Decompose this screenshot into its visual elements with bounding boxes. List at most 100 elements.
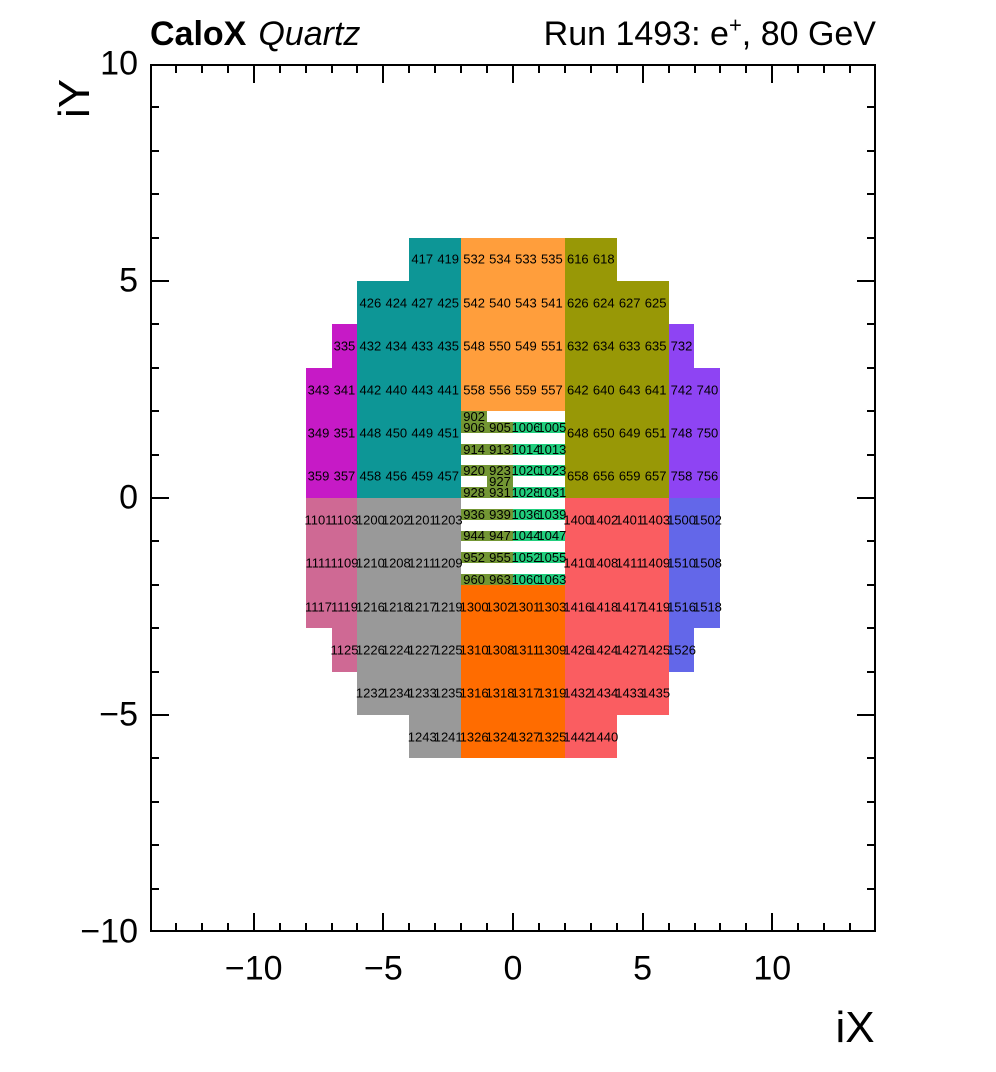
cell-label: 1226 [355, 642, 385, 658]
cell-label: 1119 [330, 599, 358, 614]
axis-tick [150, 280, 169, 282]
detector-subcell: 1039 [537, 506, 567, 522]
axis-tick [226, 64, 229, 73]
cell-label: 1241 [433, 729, 463, 745]
cell-label: 1309 [537, 642, 567, 658]
cell-label: 1216 [355, 599, 385, 614]
cell-label: 1219 [433, 599, 463, 614]
axis-tick [693, 923, 696, 932]
detector-subcell: 1013 [537, 441, 567, 457]
cell-label: 640 [592, 382, 615, 397]
detector-subcell: 952 [461, 550, 488, 565]
cell-label: 1233 [407, 685, 437, 701]
cell-label: 1516 [667, 599, 696, 614]
cell-label: 1500 [667, 512, 696, 528]
positron-superscript: + [728, 12, 742, 38]
axis-tick [150, 670, 159, 673]
axis-tick [434, 64, 437, 73]
axis-tick [667, 923, 670, 932]
cell-label: 542 [463, 295, 485, 311]
red-sector [564, 715, 617, 759]
detector-subcell: 944 [461, 528, 488, 543]
axis-tick [150, 887, 159, 890]
detector-subcell: 913 [487, 442, 513, 457]
purple-sector [668, 367, 721, 498]
cell-label: 549 [515, 338, 537, 354]
axis-tick [150, 627, 159, 630]
cell-label: 1209 [433, 555, 463, 571]
y-tick-label: 5 [119, 261, 138, 300]
detector-subcell: 1028 [511, 485, 541, 501]
cell-label: 641 [644, 382, 667, 397]
axis-tick [745, 64, 748, 73]
cell-label: 551 [541, 338, 563, 354]
x-tick-label: −10 [224, 949, 283, 988]
cell-label: 1234 [381, 685, 411, 701]
axis-tick [857, 497, 876, 499]
axis-tick [330, 64, 333, 73]
axis-tick [849, 64, 852, 73]
detector-subcell: 960 [461, 572, 488, 587]
axis-tick [867, 149, 876, 152]
axis-tick [719, 923, 722, 932]
cell-label: 1203 [433, 512, 463, 528]
axis-tick [486, 923, 489, 932]
axis-tick [408, 923, 411, 932]
detector-subcell: 1005 [537, 419, 567, 435]
cell-label: 1326 [459, 729, 489, 745]
cell-label: 450 [385, 425, 408, 441]
cell-label: 456 [385, 468, 408, 484]
axis-tick [823, 923, 826, 932]
cell-label: 1401 [615, 512, 645, 528]
axis-tick [867, 887, 876, 890]
detector-subcell: 1006 [511, 419, 541, 435]
detector-subcell: 906 [461, 420, 488, 435]
cell-label: 756 [696, 468, 719, 484]
cell-label: 425 [437, 295, 460, 311]
detector-subcell: 920 [461, 463, 488, 478]
cell-label: 1433 [615, 685, 645, 701]
cell-label: 335 [333, 338, 356, 354]
cell-label: 1218 [381, 599, 411, 614]
detector-subcell: 914 [461, 442, 488, 457]
cell-label: 535 [541, 251, 563, 267]
axis-tick [537, 64, 540, 73]
blue-sector [668, 628, 695, 672]
cell-label: 1109 [330, 555, 359, 571]
cell-label: 1510 [667, 555, 696, 571]
cell-label: 1101 [304, 512, 333, 528]
detector-subcell: 1044 [511, 528, 541, 544]
cell-label: 1210 [355, 555, 385, 571]
axis-tick [563, 64, 566, 73]
axis-tick [200, 923, 203, 932]
teal-sector [357, 281, 462, 498]
detector-subcell: 923 [487, 463, 513, 478]
cell-label: 1409 [641, 555, 671, 571]
axis-tick [667, 64, 670, 73]
cell-label: 758 [670, 468, 693, 484]
detector-subcell: 1036 [511, 506, 541, 522]
axis-tick [867, 453, 876, 456]
gray-sector [357, 498, 462, 715]
axis-tick [563, 923, 566, 932]
axis-tick [150, 540, 159, 543]
axis-tick [512, 913, 514, 932]
cell-label: 1111 [305, 555, 332, 571]
axis-tick [641, 913, 644, 932]
detector-subcell: 1063 [537, 571, 567, 587]
axis-tick [867, 670, 876, 673]
cell-label: 635 [644, 338, 667, 354]
cell-label: 650 [592, 425, 615, 441]
cell-label: 732 [670, 338, 693, 354]
cell-label: 1410 [563, 555, 593, 571]
axis-tick [857, 714, 876, 716]
axis-tick [867, 366, 876, 369]
cell-label: 1227 [407, 642, 437, 658]
cell-label: 1502 [692, 512, 722, 528]
cell-label: 540 [489, 295, 511, 311]
axis-tick [512, 64, 514, 83]
axis-tick [641, 64, 644, 83]
axis-tick [615, 923, 618, 932]
x-tick-label: 5 [633, 949, 653, 988]
